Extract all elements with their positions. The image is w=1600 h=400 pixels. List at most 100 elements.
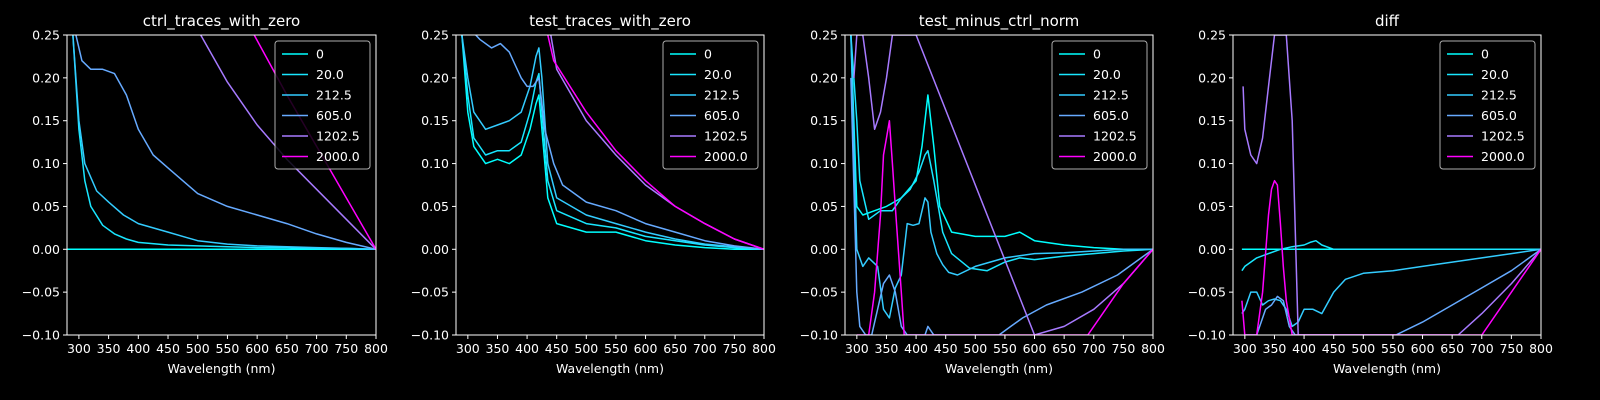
x-tick-label: 750 [334,341,358,356]
legend-label: 0 [704,47,712,62]
legend-label: 1202.5 [704,129,748,144]
legend: 0 20.0 212.5 605.0 1202.5 2000.0 [1051,40,1148,170]
series-line-5 [1241,179,1541,335]
y-tick-label: 0.15 [1198,113,1226,128]
x-tick-label: 500 [1351,341,1375,356]
x-tick-label: 800 [364,341,388,356]
series-line-2 [72,35,376,251]
x-tick-label: 400 [126,341,150,356]
x-tick-label: 800 [1529,341,1553,356]
chart-title: diff [1375,12,1400,30]
y-tick-label: 0.25 [32,28,60,43]
x-tick-label: 600 [1411,341,1435,356]
y-tick-label: −0.10 [411,328,449,343]
x-tick-label: 500 [963,341,987,356]
legend: 0 20.0 212.5 605.0 1202.5 2000.0 [274,40,371,170]
x-tick-label: 800 [752,341,776,356]
legend-label: 2000.0 [1093,149,1137,164]
chart-title: test_traces_with_zero [529,12,691,31]
legend-label: 20.0 [1093,67,1121,82]
x-tick-label: 350 [1263,341,1287,356]
y-tick-label: 0.10 [810,156,838,171]
series-line-4 [1242,35,1541,335]
series-group [850,35,1153,335]
legend-label: 0 [1093,47,1101,62]
legend: 0 20.0 212.5 605.0 1202.5 2000.0 [662,40,759,170]
x-tick-label: 550 [216,341,240,356]
y-tick-label: 0.00 [32,242,60,257]
legend-label: 212.5 [1481,88,1517,103]
series-line-0 [850,35,1153,251]
series-line-2 [1241,248,1541,328]
legend-label: 1202.5 [1481,129,1525,144]
axis-frame [455,34,765,336]
chart-0: 300 350 400 450 500 550 600 650 700 750 800 −0.10 −0… [22,12,388,376]
x-tick-label: 450 [156,341,180,356]
y-tick-label: 0.10 [1198,156,1226,171]
series-line-2 [461,35,764,251]
x-axis-label: Wavelength (nm) [1333,361,1441,376]
y-tick-label: 0.05 [810,199,838,214]
y-tick-label: 0.20 [810,70,838,85]
x-axis-label: Wavelength (nm) [945,361,1053,376]
y-tick-label: 0.20 [421,70,449,85]
chart-2: 300 350 400 450 500 550 600 650 700 750 800 −0.10 −0… [800,12,1165,376]
legend: 0 20.0 212.5 605.0 1202.5 2000.0 [1439,40,1536,170]
x-tick-label: 300 [1233,341,1257,356]
y-tick-label: −0.05 [1188,285,1226,300]
y-tick-label: 0.10 [421,156,449,171]
y-tick-label: 0.05 [1198,199,1226,214]
x-tick-label: 300 [845,341,869,356]
legend-box [1439,40,1536,170]
y-tick-label: −0.05 [800,285,838,300]
series-line-3 [850,77,1153,335]
series-line-5 [856,119,1153,335]
x-tick-label: 300 [67,341,91,356]
x-tick-label: 550 [993,341,1017,356]
y-tick-label: 0.10 [32,156,60,171]
x-tick-label: 750 [1499,341,1523,356]
legend-box [274,40,371,170]
series-line-3 [75,35,376,251]
y-tick-label: 0.25 [1198,28,1226,43]
legend-label: 1202.5 [316,129,360,144]
x-tick-label: 700 [1082,341,1106,356]
x-tick-label: 600 [1023,341,1047,356]
y-tick-label: −0.10 [800,328,838,343]
legend-label: 2000.0 [1481,149,1525,164]
x-tick-label: 550 [604,341,628,356]
x-tick-label: 750 [722,341,746,356]
x-tick-label: 450 [934,341,958,356]
y-tick-label: 0.15 [421,113,449,128]
x-tick-label: 450 [1322,341,1346,356]
x-tick-label: 300 [456,341,480,356]
series-line-2 [850,35,1153,319]
y-tick-label: −0.05 [22,285,60,300]
x-tick-label: 800 [1141,341,1165,356]
legend-label: 212.5 [704,88,740,103]
y-tick-label: 0.20 [1198,70,1226,85]
legend-label: 2000.0 [704,149,748,164]
y-tick-label: 0.00 [421,242,449,257]
x-tick-label: 500 [186,341,210,356]
legend-label: 605.0 [1093,108,1129,123]
y-tick-label: 0.05 [32,199,60,214]
legend-label: 20.0 [316,67,344,82]
legend-label: 605.0 [704,108,740,123]
y-tick-label: 0.15 [810,113,838,128]
y-tick-label: −0.05 [411,285,449,300]
x-axis-label: Wavelength (nm) [168,361,276,376]
legend-label: 0 [316,47,324,62]
x-tick-label: 650 [275,341,299,356]
x-tick-label: 650 [1052,341,1076,356]
x-tick-label: 600 [634,341,658,356]
series-line-3 [461,35,764,251]
x-tick-label: 400 [515,341,539,356]
y-tick-label: 0.25 [810,28,838,43]
legend-label: 2000.0 [316,149,360,164]
series-group [1241,35,1541,335]
y-tick-label: 0.00 [1198,242,1226,257]
chart-title: ctrl_traces_with_zero [143,12,300,31]
x-tick-label: 650 [1440,341,1464,356]
